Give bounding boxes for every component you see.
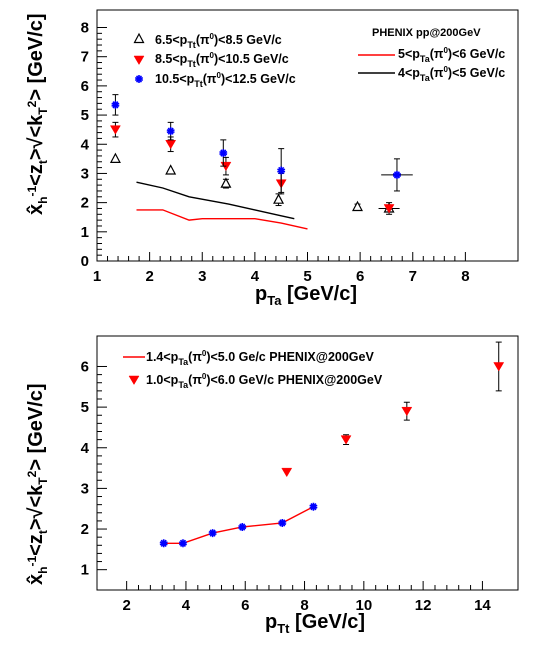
data-point-red-triangle	[281, 467, 292, 477]
x-tick-label: 7	[409, 268, 417, 285]
top-x-axis-title: pTa [GeV/c]	[255, 283, 357, 308]
bottom-x-axis: 2 4 6 8 10 12 14	[122, 581, 491, 614]
top-point-series	[110, 94, 413, 215]
data-point-red-triangle	[493, 362, 504, 372]
x-tick-label: 2	[122, 597, 130, 614]
legend-marker-blue-star	[134, 74, 144, 84]
data-point-star	[218, 148, 228, 158]
bottom-plot-frame	[96, 335, 519, 591]
series-line	[136, 209, 308, 230]
data-point-red-triangle	[401, 406, 413, 416]
data-point-red-triangle	[340, 435, 352, 445]
data-point-open-triangle	[273, 194, 284, 204]
legend-label-5-6: 5<pTa(π0)<6 GeV/c	[398, 46, 505, 64]
y-tick-label: 6	[81, 78, 89, 95]
y-tick-label: 1	[81, 562, 89, 579]
y-tick-label: 4	[81, 440, 90, 457]
top-y-axis-title: x̂h-1<zt>√<kT2> [GeV/c]	[25, 13, 50, 215]
y-tick-label: 3	[81, 480, 89, 497]
data-point-open-triangle	[220, 178, 232, 188]
top-x-axis: 1 2 3 4 5 6 7 8	[93, 252, 470, 285]
legend-label-1.4-5.0: 1.4<pTa(π0)<5.0 Ge/c PHENIX@200GeV	[146, 349, 374, 367]
x-tick-label: 12	[415, 597, 432, 614]
legend-label-4-5: 4<pTa(π0)<5 GeV/c	[398, 65, 505, 83]
bottom-x-axis-title: pTt [GeV/c]	[265, 611, 365, 636]
y-tick-label: 3	[81, 165, 89, 182]
bottom-y-axis-title: x̂h-1<zt>√<kT2> [GeV/c]	[25, 383, 50, 585]
x-tick-label: 8	[300, 597, 308, 614]
x-tick-label: 5	[303, 268, 311, 285]
series-line	[163, 506, 314, 544]
top-line-series	[136, 181, 308, 230]
x-tick-label: 2	[145, 268, 153, 285]
data-point-open-triangle	[165, 164, 176, 175]
top-y-axis: 0 1 2 3 4 5 6 7 8	[81, 20, 107, 270]
x-tick-label: 8	[461, 268, 469, 285]
legend-marker-red-triangle	[133, 55, 145, 65]
series-line	[136, 181, 295, 220]
x-tick-label: 4	[182, 597, 191, 614]
legend-label-10.5-12.5: 10.5<pTt(π0)<12.5 GeV/c	[155, 71, 296, 89]
x-tick-label: 10	[355, 597, 372, 614]
data-point-open-triangle	[110, 153, 121, 163]
x-tick-label: 4	[251, 268, 260, 285]
x-tick-label: 1	[93, 268, 101, 285]
data-point-red-triangle	[165, 140, 176, 150]
legend-label-1.0-6.0: 1.0<pTa(π0)<6.0 GeV/c PHENIX@200GeV	[146, 372, 383, 390]
x-tick-label: 6	[241, 597, 249, 614]
y-tick-label: 0	[81, 253, 89, 270]
legend-label-8.5-10.5: 8.5<pTt(π0)<10.5 GeV/c	[155, 51, 289, 69]
bottom-line-series	[163, 506, 314, 544]
y-tick-label: 1	[81, 224, 89, 241]
y-tick-label: 7	[81, 49, 89, 66]
bottom-y-axis: 1 2 3 4 5 6	[81, 358, 107, 579]
y-tick-label: 5	[81, 107, 89, 124]
data-point-star	[166, 126, 176, 136]
data-point-open-triangle	[352, 201, 363, 212]
data-point-star	[308, 501, 319, 512]
legend-marker-red-triangle-bottom	[128, 375, 140, 385]
y-tick-label: 4	[81, 136, 90, 153]
bottom-point-series	[159, 341, 504, 549]
y-tick-label: 2	[81, 195, 89, 212]
x-tick-label: 14	[474, 597, 491, 614]
y-tick-label: 2	[81, 521, 89, 538]
legend-marker-open-triangle	[133, 33, 145, 44]
legend-label-6.5-8.5: 6.5<pTt(π0)<8.5 GeV/c	[155, 32, 282, 50]
y-tick-label: 8	[81, 20, 89, 37]
top-legend: 6.5<pTt(π0)<8.5 GeV/c 8.5<pTt(π0)<10.5 G…	[133, 27, 505, 89]
x-tick-label: 6	[356, 268, 364, 285]
legend-header: PHENIX pp@200GeV	[372, 27, 481, 39]
x-tick-label: 3	[198, 268, 206, 285]
data-point-red-triangle	[110, 125, 121, 135]
y-tick-label: 5	[81, 399, 89, 416]
bottom-legend: 1.4<pTa(π0)<5.0 Ge/c PHENIX@200GeV 1.0<p…	[123, 349, 383, 390]
data-point-star	[110, 100, 121, 110]
y-tick-label: 6	[81, 358, 89, 375]
data-point-star	[276, 165, 286, 176]
